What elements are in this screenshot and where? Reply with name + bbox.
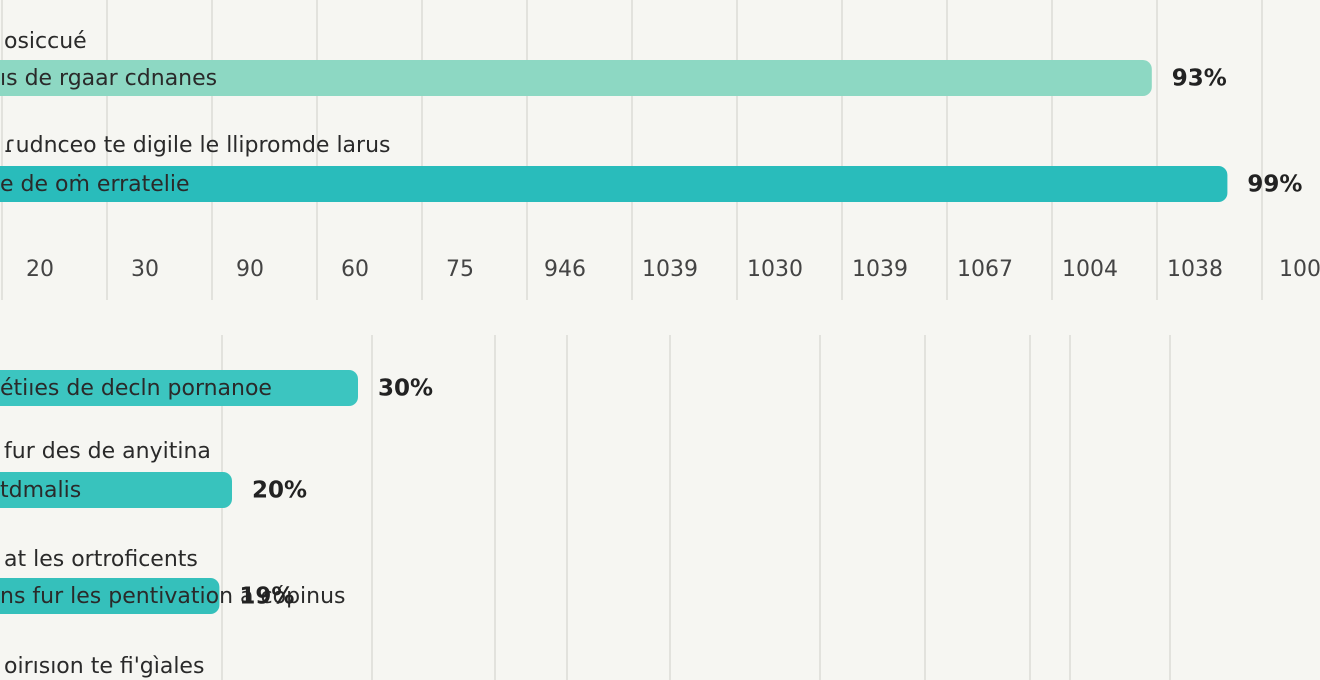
category-label: at les ortroficents (4, 547, 198, 572)
x-tick-label: 100 (1279, 257, 1320, 282)
x-tick-label: 1039 (642, 257, 698, 282)
bar (0, 166, 1228, 202)
x-tick-label: 1004 (1062, 257, 1118, 282)
x-tick-label: 1039 (852, 257, 908, 282)
value-label: 30% (378, 376, 433, 402)
bottom-grid (221, 335, 1171, 680)
value-label: 93% (1172, 66, 1227, 92)
x-tick-label: 30 (131, 257, 159, 282)
category-label: osiccué (4, 29, 87, 54)
x-tick-label: 60 (341, 257, 369, 282)
x-tick-label: 1067 (957, 257, 1013, 282)
x-tick-label: 946 (544, 257, 586, 282)
bar (0, 370, 358, 406)
x-tick-label: 90 (236, 257, 264, 282)
x-tick-label: 1038 (1167, 257, 1223, 282)
value-label: 99% (1247, 172, 1302, 198)
category-label: oirısıon te fi'gìales (4, 654, 204, 679)
x-tick-label: 75 (446, 257, 474, 282)
x-tick-label: 20 (26, 257, 54, 282)
value-label: 20% (252, 478, 307, 504)
category-label: fur des de anyitina (4, 439, 211, 464)
bar-text: ns fur les pentivation a cópinus (0, 584, 346, 609)
category-label: ɾudnceo te digile le llipromde larus (4, 133, 390, 158)
bar-text: e de oṁ erratelie (0, 172, 190, 197)
bar-text: étiıes de decln pornanoe (0, 376, 272, 401)
bar (0, 472, 232, 508)
value-label: 19% (239, 584, 294, 610)
bar (0, 60, 1152, 96)
bar-text: ıs de rgaar cdnanes (0, 66, 217, 91)
bar (0, 578, 220, 614)
x-tick-label: 1030 (747, 257, 803, 282)
bar-text: tdmalis (0, 478, 81, 503)
